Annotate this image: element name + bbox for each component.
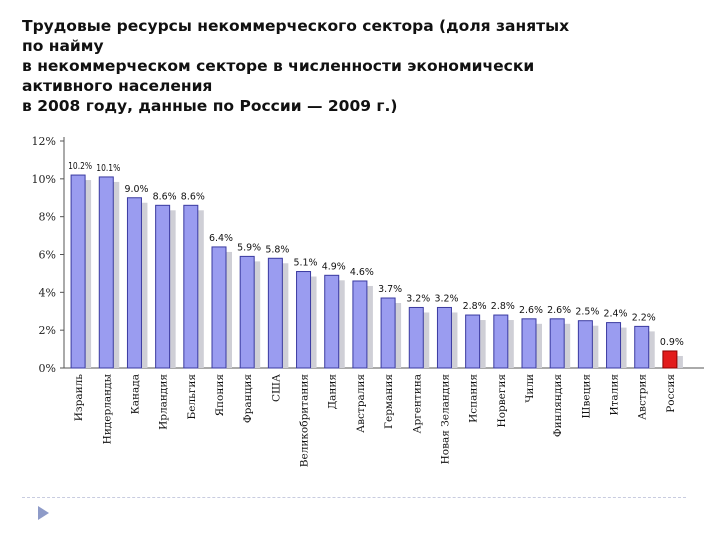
bar (493, 314, 509, 369)
bar (155, 204, 171, 369)
bar-data-label: 2.6% (519, 305, 543, 316)
x-tick-label: Нидерланды (101, 374, 113, 444)
bar (465, 314, 481, 369)
bar-data-label: 2.6% (547, 305, 571, 316)
title-line-4: активного населения (22, 77, 213, 95)
bar (521, 318, 537, 369)
y-tick-label: 12% (32, 135, 56, 148)
bar-data-label: 2.8% (491, 301, 515, 312)
x-tick-label: Канада (129, 374, 141, 414)
title-line-2: по найму (22, 37, 104, 55)
x-tick-label: Аргентина (411, 374, 423, 433)
x-tick-label: Россия (665, 374, 677, 413)
bar-data-label: 3.2% (406, 293, 430, 304)
bar-data-label: 5.9% (237, 242, 261, 253)
slide-marker-icon (38, 506, 49, 520)
bar (436, 306, 452, 369)
bar-data-label: 8.6% (181, 191, 205, 202)
slide-title: Трудовые ресурсы некоммерческого сектора… (22, 16, 682, 116)
x-tick-label: Великобритания (299, 374, 311, 468)
bar (662, 350, 678, 369)
bar (126, 197, 142, 369)
bar (296, 271, 312, 369)
bar (380, 297, 396, 369)
y-tick-label: 10% (32, 173, 56, 186)
footer-divider (22, 497, 686, 498)
bar-data-label: 5.8% (265, 244, 289, 255)
bar (183, 204, 199, 369)
bar-data-label: 2.5% (575, 307, 599, 318)
y-tick-label: 4% (39, 286, 56, 299)
x-tick-label: Израиль (73, 374, 85, 422)
x-tick-label: США (270, 374, 282, 402)
x-tick-label: Франция (242, 374, 254, 423)
bar-data-label: 0.9% (660, 337, 684, 348)
y-tick-label: 8% (39, 211, 56, 224)
bar (634, 325, 650, 369)
y-tick-label: 2% (39, 324, 56, 337)
bar (70, 174, 86, 369)
bar-data-label: 10.1% (96, 163, 120, 174)
bar (239, 255, 255, 369)
x-tick-label: Норвегия (496, 374, 508, 428)
x-tick-label: Швеция (580, 374, 592, 419)
title-line-3: в некоммерческом секторе в численности э… (22, 57, 535, 75)
x-tick-label: Италия (609, 374, 621, 416)
bar (352, 280, 368, 369)
x-tick-label: Ирландия (158, 374, 170, 430)
x-tick-label: Дания (327, 374, 339, 410)
y-tick-label: 0% (39, 362, 56, 375)
bar-data-label: 5.1% (294, 258, 318, 269)
bar-data-label: 10.2% (68, 161, 92, 172)
bar (549, 318, 565, 369)
x-tick-label: Германия (383, 374, 395, 429)
bar-data-label: 4.9% (322, 261, 346, 272)
x-tick-label: Новая Зеландия (439, 374, 451, 465)
title-line-5: в 2008 году, данные по России — 2009 г.) (22, 97, 398, 115)
bar-data-label: 2.4% (604, 309, 628, 320)
bar-data-label: 4.6% (350, 267, 374, 278)
bar (211, 246, 227, 369)
bar (408, 306, 424, 369)
bar (606, 322, 622, 369)
x-tick-label: Финляндия (552, 374, 564, 437)
x-tick-label: Бельгия (186, 374, 198, 420)
bar-data-label: 6.4% (209, 233, 233, 244)
x-tick-label: Испания (468, 374, 480, 423)
bar-data-label: 2.2% (632, 312, 656, 323)
bar-data-label: 3.7% (378, 284, 402, 295)
bar (98, 176, 114, 369)
bar-data-label: 9.0% (124, 184, 148, 195)
x-tick-label: Австралия (355, 374, 367, 433)
bar-data-label: 8.6% (153, 191, 177, 202)
x-tick-label: Япония (214, 374, 226, 417)
bar (577, 320, 593, 369)
title-line-1: Трудовые ресурсы некоммерческого сектора… (22, 17, 570, 35)
bar-data-label: 2.8% (463, 301, 487, 312)
y-tick-label: 6% (39, 249, 56, 262)
x-tick-label: Чили (524, 374, 536, 403)
bar-data-label: 3.2% (434, 293, 458, 304)
x-tick-label: Австрия (637, 374, 649, 420)
bar (324, 274, 340, 369)
bar (267, 257, 283, 369)
